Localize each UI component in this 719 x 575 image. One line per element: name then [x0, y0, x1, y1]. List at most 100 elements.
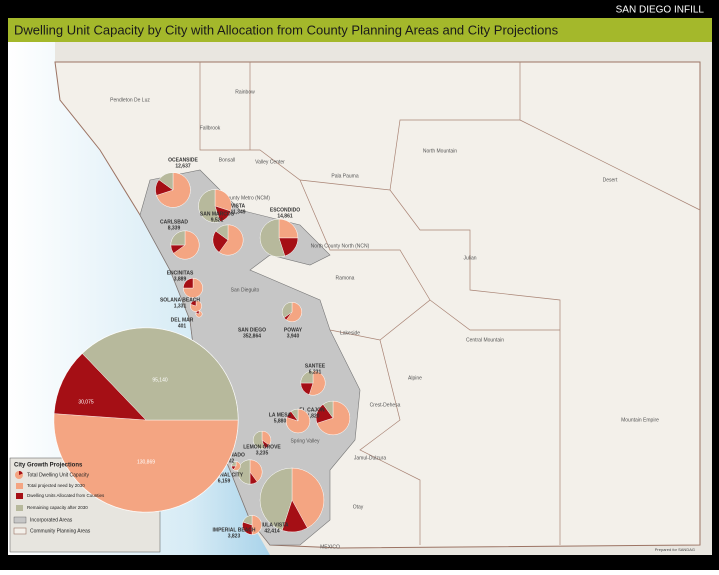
- planning-area-label: Spring Valley: [290, 438, 320, 444]
- city-capacity: 42,414: [264, 528, 280, 534]
- city-capacity: 352,864: [243, 333, 261, 339]
- planning-area-label: Bonsall: [219, 157, 235, 163]
- pie-wedge: [316, 400, 351, 436]
- pie-wedge: [53, 413, 239, 513]
- pie-wedge: [308, 370, 326, 396]
- pie-wedge: [156, 172, 191, 208]
- city-name: OCEANSIDE: [168, 157, 198, 163]
- pie-wedge: [173, 230, 200, 260]
- pie-wedge: [249, 459, 263, 483]
- title-bar: [8, 18, 712, 42]
- city-capacity: 3,235: [256, 450, 269, 456]
- title: Dwelling Unit Capacity by City with Allo…: [14, 22, 559, 37]
- planning-area-label: Pendleton De Luz: [110, 97, 150, 103]
- city-name: IMPERIAL BEACH: [213, 527, 256, 533]
- city-name: NATIONAL CITY: [205, 472, 244, 478]
- pie-wedge: [82, 327, 239, 421]
- legend-label: Community Planning Areas: [30, 528, 91, 534]
- planning-area-label: Julian: [463, 255, 476, 261]
- legend-swatch: [16, 483, 23, 489]
- pie-wedge: [158, 172, 174, 191]
- city-name: VISTA: [231, 203, 246, 209]
- footer-source: Prepared for SANDAG: [655, 547, 695, 552]
- legend-swatch: [16, 493, 23, 499]
- planning-area-label: Alpine: [408, 375, 422, 381]
- planning-area-label: Lakeside: [340, 330, 360, 336]
- city-capacity: 8,339: [168, 225, 181, 231]
- city-capacity: 3,940: [287, 333, 300, 339]
- legend-label: Remaining capacity after 2030: [27, 505, 88, 510]
- city-capacity: 11,349: [230, 209, 245, 215]
- pie-wedge: [198, 189, 221, 223]
- city-capacity: 6,231: [309, 369, 322, 375]
- city-capacity: 12,637: [175, 163, 191, 169]
- pie-wedge: [218, 224, 244, 256]
- planning-area-label: Crest-Dehesa: [370, 402, 401, 408]
- pie-wedge: [259, 218, 286, 258]
- city-capacity: 14,861: [277, 213, 293, 219]
- planning-area-label: Mountain Empire: [621, 417, 659, 423]
- city-capacity: 3,823: [228, 533, 241, 539]
- planning-area-label: Central Mountain: [466, 337, 504, 343]
- city-capacity: 802: [226, 458, 235, 464]
- city-name: LEMON GROVE: [243, 444, 281, 450]
- city-name: EL CAJON: [299, 407, 325, 413]
- planning-area-label: North Mountain: [423, 148, 457, 154]
- city-capacity: 11,820: [304, 413, 319, 419]
- planning-area-label: North County Metro (NCM): [210, 195, 270, 201]
- legend-label: Total Dwelling Unit Capacity: [27, 472, 89, 478]
- legend-label: Total projected need by 2030: [27, 483, 85, 488]
- pie-wedge: [300, 370, 314, 384]
- planning-boundaries: [199, 62, 701, 545]
- planning-area-label: Jamul-Dulzura: [354, 455, 386, 461]
- pie-wedge: [290, 408, 299, 422]
- legend-title: City Growth Projections: [14, 463, 83, 469]
- city-name: SOLANA BEACH: [160, 297, 200, 303]
- pie-value-label: 95,140: [152, 377, 168, 383]
- pie-wedge: [170, 230, 186, 246]
- city-name: SANTEE: [305, 363, 326, 369]
- planning-area-label: MEXICO: [320, 544, 340, 550]
- pie-wedge: [282, 302, 293, 318]
- city-capacity: 6,159: [218, 478, 231, 484]
- planning-area-label: Pala Pauma: [331, 173, 358, 179]
- city-name: ENCINITAS: [167, 270, 194, 276]
- pie-wedge: [259, 467, 293, 531]
- planning-area-label: Fallbrook: [200, 125, 221, 131]
- legend-symbol: [19, 471, 23, 475]
- pie-wedge: [237, 459, 251, 485]
- legend-label: Dwelling Units Allocated from Counties: [27, 493, 105, 498]
- planning-area-label: Ramona: [336, 275, 355, 281]
- pie-wedge: [252, 430, 265, 450]
- pie-wedge: [183, 278, 194, 289]
- legend-label: Incorporated Areas: [30, 517, 73, 523]
- city-name: CARLSBAD: [160, 219, 188, 225]
- planning-area-label: North County North (NCN): [311, 243, 370, 249]
- city-capacity: 5,880: [274, 418, 287, 424]
- city-capacity: 9,521: [211, 217, 224, 223]
- pie-wedge: [233, 461, 241, 471]
- city-capacity: 401: [178, 323, 187, 329]
- legend-swatch: [16, 505, 23, 511]
- pie-wedge: [278, 218, 299, 239]
- city-capacity: 3,889: [174, 276, 187, 282]
- city-name: SAN DIEGO: [238, 327, 266, 333]
- pie-wedge: [215, 224, 229, 241]
- pie-wedge: [231, 461, 237, 467]
- planning-area-label: Desert: [603, 177, 618, 183]
- city-name: DEL MAR: [171, 317, 194, 323]
- pie-value-label: 130,869: [137, 459, 155, 465]
- city-name: ESCONDIDO: [270, 207, 300, 213]
- pie-wedge: [195, 310, 200, 315]
- pie-wedge: [242, 515, 253, 526]
- city-capacity: 1,331: [174, 303, 187, 309]
- pie-wedge: [251, 515, 262, 535]
- brand: SAN DIEGO INFILL: [616, 5, 705, 16]
- pie-wedge: [291, 467, 325, 529]
- pie-wedge: [322, 400, 334, 419]
- pie-wedge: [53, 353, 147, 421]
- planning-area-label: Valley Center: [255, 159, 285, 165]
- planning-area-label: Rainbow: [235, 89, 255, 95]
- city-name: SAN MARCOS: [200, 211, 235, 217]
